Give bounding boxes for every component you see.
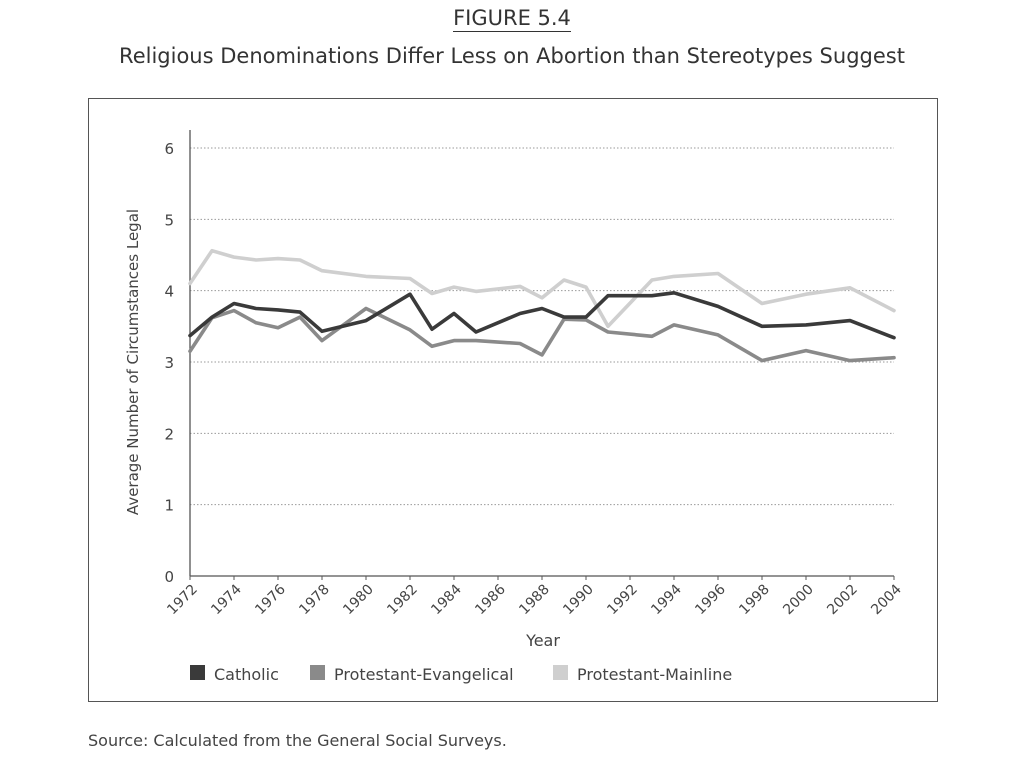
x-tick-label: 1996 — [692, 581, 729, 618]
y-ticks: 0 1 2 3 4 5 6 — [164, 140, 174, 586]
x-tick-label: 1972 — [164, 582, 201, 619]
x-tick-label: 1984 — [428, 581, 465, 618]
y-tick-label: 0 — [164, 568, 174, 586]
x-tick-label: 1976 — [252, 581, 289, 618]
x-tick-label: 1992 — [604, 582, 641, 619]
y-tick-label: 4 — [164, 283, 174, 301]
legend-swatch — [190, 665, 205, 680]
source-note: Source: Calculated from the General Soci… — [88, 731, 507, 750]
chart-frame — [88, 98, 938, 702]
y-axis-label: Average Number of Circumstances Legal — [124, 209, 142, 515]
y-tick-label: 6 — [164, 140, 174, 158]
legend-swatch — [553, 665, 568, 680]
legend-label: Catholic — [214, 665, 279, 684]
figure-title: Religious Denominations Differ Less on A… — [119, 44, 905, 68]
x-axis-label: Year — [525, 631, 560, 650]
figure-label: FIGURE 5.4 — [453, 6, 571, 32]
legend-label: Protestant-Mainline — [577, 665, 732, 684]
x-tick-label: 2000 — [780, 582, 817, 619]
y-tick-label: 2 — [164, 425, 174, 443]
x-tick-label: 1988 — [516, 582, 553, 619]
x-tick-label: 1994 — [648, 581, 685, 618]
x-tick-label: 1986 — [472, 581, 509, 618]
x-tick-label: 1974 — [208, 581, 245, 618]
x-tick-label: 1978 — [296, 582, 333, 619]
series-lines — [188, 248, 896, 363]
legend: Catholic Protestant-Evangelical Protestant… — [190, 665, 732, 684]
x-tick-label: 1998 — [736, 582, 773, 619]
x-tick-label: 1990 — [560, 582, 597, 619]
series-line-catholic — [188, 290, 896, 340]
x-tick-label: 2004 — [868, 581, 905, 618]
x-tick-label: 1980 — [340, 582, 377, 619]
x-ticks: 1972 1974 1976 1978 1980 1982 1984 1986 1988 1990… — [164, 576, 905, 618]
y-tick-label: 3 — [164, 354, 174, 372]
series-line-protestant-evangelical — [188, 306, 896, 363]
y-tick-label: 5 — [164, 211, 174, 229]
x-tick-label: 2002 — [824, 582, 861, 619]
y-tick-label: 1 — [164, 497, 174, 515]
legend-swatch — [310, 665, 325, 680]
legend-label: Protestant-Evangelical — [334, 665, 514, 684]
series-line-protestant-mainline — [188, 248, 896, 329]
x-tick-label: 1982 — [384, 582, 421, 619]
